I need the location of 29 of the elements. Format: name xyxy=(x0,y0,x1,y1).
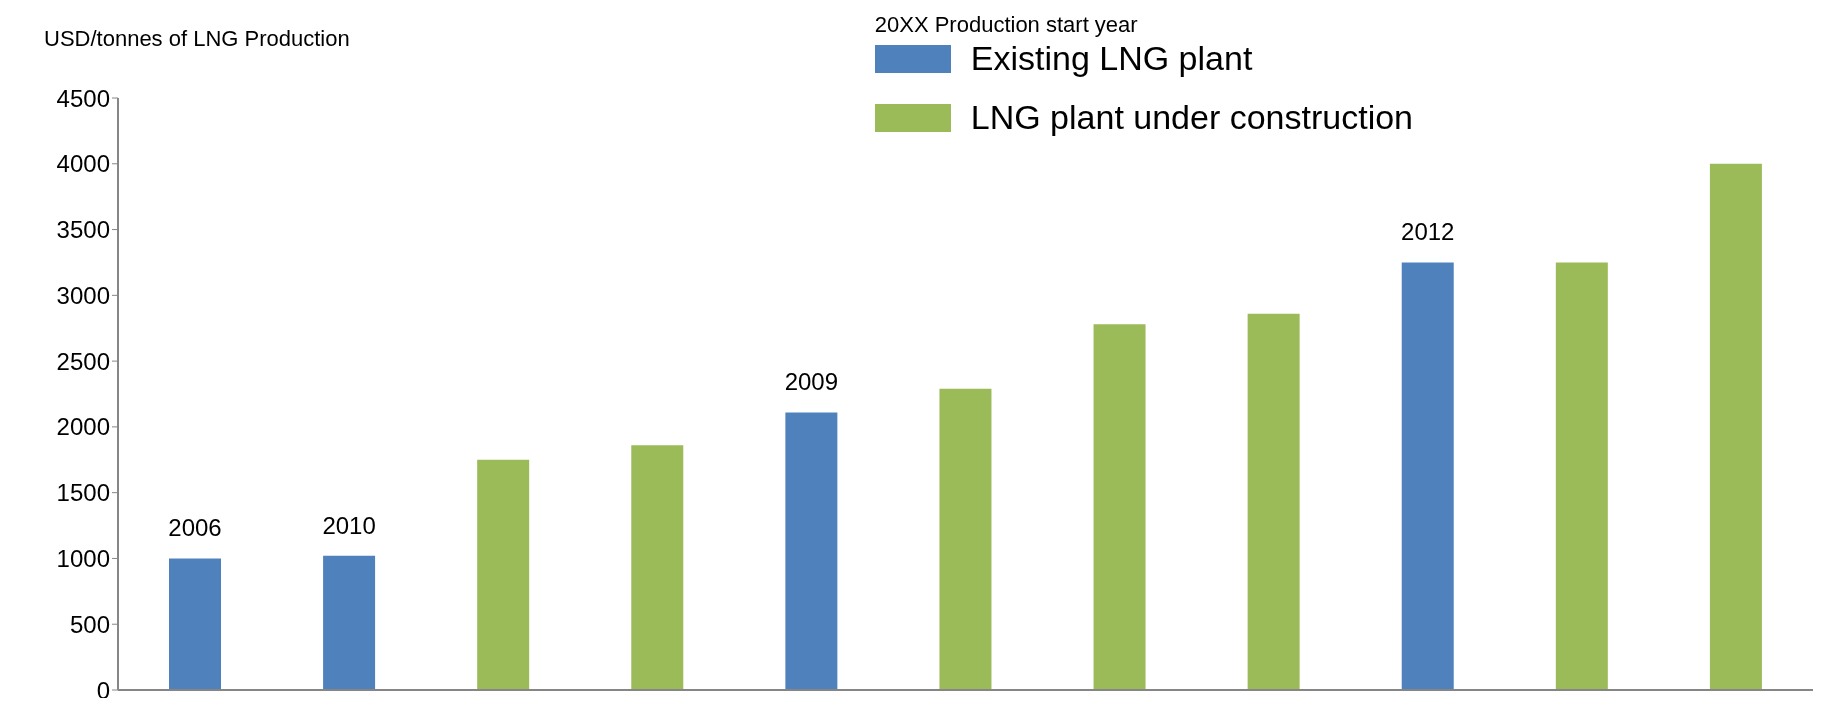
bar xyxy=(477,459,530,690)
y-tick-label: 2000 xyxy=(56,413,110,441)
annotation: 2006 xyxy=(168,514,222,542)
bar xyxy=(1247,313,1300,690)
y-tick-label: 1500 xyxy=(56,479,110,507)
bar xyxy=(1093,324,1146,690)
legend-label: Existing LNG plant xyxy=(970,38,1253,80)
annotation: 2009 xyxy=(784,368,839,396)
bar xyxy=(1555,262,1608,690)
y-tick-label: 1000 xyxy=(56,544,110,572)
annotation: 2010 xyxy=(322,511,376,539)
y-tick-label: 0 xyxy=(96,676,110,704)
bar xyxy=(169,558,221,690)
legend-title: 20XX Production start year xyxy=(874,12,1139,39)
y-tick-label: 4500 xyxy=(56,84,110,112)
bar xyxy=(323,555,376,690)
y-tick-label: 500 xyxy=(69,610,110,638)
y-tick-label: 2500 xyxy=(56,347,110,375)
bar xyxy=(939,388,992,690)
y-tick-label: 4000 xyxy=(56,150,110,178)
y-axis-title: USD/tonnes of LNG Production xyxy=(44,26,350,52)
bar xyxy=(1401,262,1454,690)
annotation: 2012 xyxy=(1401,218,1455,246)
y-tick-label: 3000 xyxy=(56,281,110,309)
legend-label: LNG plant under construction xyxy=(970,97,1413,138)
bar xyxy=(631,445,684,690)
bar xyxy=(1709,163,1762,690)
y-tick-label: 3500 xyxy=(56,216,110,244)
bar xyxy=(785,412,838,690)
